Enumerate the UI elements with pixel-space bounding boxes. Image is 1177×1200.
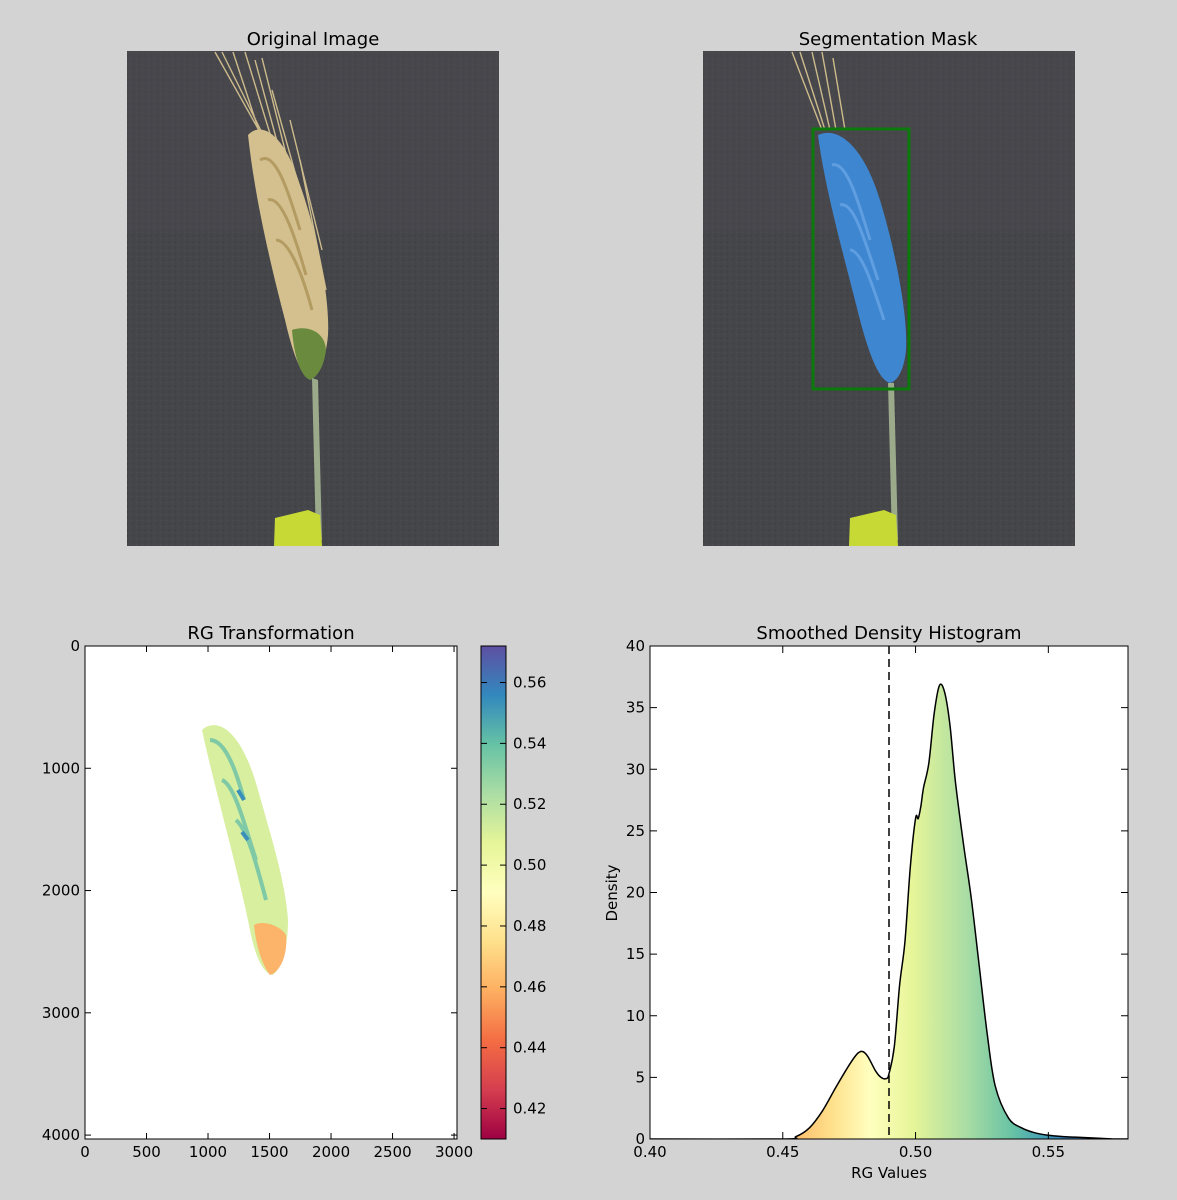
hist-xtick-label: 0.55 — [1032, 1143, 1065, 1161]
hist-axis-ticks: 0.40 0.45 0.50 0.55 0 5 10 15 20 25 30 35 40 — [626, 637, 1128, 1161]
wheat-stem — [888, 383, 898, 540]
rg-xtick-label: 1500 — [250, 1143, 288, 1161]
colorbar-tick-label: 0.52 — [513, 795, 546, 813]
rg-wheat-shape — [202, 725, 288, 975]
hist-ytick-label: 0 — [635, 1130, 645, 1148]
colorbar-tick-label: 0.44 — [513, 1039, 546, 1057]
rg-ytick-label: 4000 — [42, 1126, 80, 1144]
hist-xtick-label: 0.50 — [899, 1143, 932, 1161]
hist-ytick-label: 35 — [626, 699, 645, 717]
hist-ytick-label: 20 — [626, 884, 645, 902]
colorbar-tick-label: 0.50 — [513, 856, 546, 874]
original-image — [127, 51, 499, 546]
hist-xtick-label: 0.45 — [766, 1143, 799, 1161]
rg-ytick-label: 1000 — [42, 759, 80, 777]
rg-transformation-title: RG Transformation — [187, 623, 354, 644]
mask-overlay — [818, 132, 907, 383]
rg-xtick-label: 500 — [132, 1143, 161, 1161]
hist-xtick-label: 0.40 — [633, 1143, 666, 1161]
hist-ytick-label: 30 — [626, 760, 645, 778]
bounding-box — [811, 127, 911, 391]
clip — [849, 510, 898, 546]
density-histogram: 0.40 0.45 0.50 0.55 0 5 10 15 20 25 30 35 40 RG Valu… — [603, 637, 1129, 1182]
histogram-title: Smoothed Density Histogram — [756, 623, 1021, 644]
colorbar-tick-label: 0.46 — [513, 978, 546, 996]
colorbar-tick-label: 0.54 — [513, 734, 546, 752]
rg-xtick-label: 2000 — [312, 1143, 350, 1161]
y-axis-label: Density — [603, 864, 621, 921]
segmentation-image — [703, 51, 1075, 546]
rg-xtick-label: 0 — [80, 1143, 90, 1161]
colorbar-tick-label: 0.48 — [513, 917, 546, 935]
hist-ytick-label: 15 — [626, 945, 645, 963]
segmentation-mask-title: Segmentation Mask — [799, 29, 978, 50]
rg-xtick-label: 1000 — [189, 1143, 227, 1161]
rg-ytick-label: 0 — [70, 637, 80, 655]
rg-xtick-label: 2500 — [373, 1143, 411, 1161]
x-axis-label: RG Values — [851, 1164, 927, 1182]
wheat-spike — [248, 129, 329, 378]
rg-axis-ticks: 0 500 1000 1500 2000 2500 3000 0 1000 2000 3000 400… — [42, 637, 473, 1161]
hist-ytick-label: 25 — [626, 822, 645, 840]
rg-ytick-label: 3000 — [42, 1004, 80, 1022]
colorbar: 0.42 0.44 0.46 0.48 0.50 0.52 0.54 0.56 — [480, 645, 546, 1140]
hist-ytick-label: 5 — [635, 1068, 645, 1086]
colorbar-gradient — [480, 645, 507, 1140]
rg-xtick-label: 3000 — [435, 1143, 473, 1161]
original-image-title: Original Image — [247, 29, 380, 50]
colorbar-tick-label: 0.56 — [513, 674, 546, 692]
hist-ytick-label: 10 — [626, 1007, 645, 1025]
hist-ytick-label: 40 — [626, 637, 645, 655]
colorbar-tick-label: 0.42 — [513, 1100, 546, 1118]
colorbar-ticks: 0.42 0.44 0.46 0.48 0.50 0.52 0.54 0.56 — [481, 674, 546, 1118]
density-curve — [650, 683, 1128, 1139]
rg-heatmap: 0 500 1000 1500 2000 2500 3000 0 1000 2000 3000 400… — [42, 637, 473, 1161]
wheat-awns — [791, 51, 846, 131]
wheat-stem — [312, 378, 322, 540]
rg-ytick-label: 2000 — [42, 882, 80, 900]
clip — [274, 510, 322, 546]
